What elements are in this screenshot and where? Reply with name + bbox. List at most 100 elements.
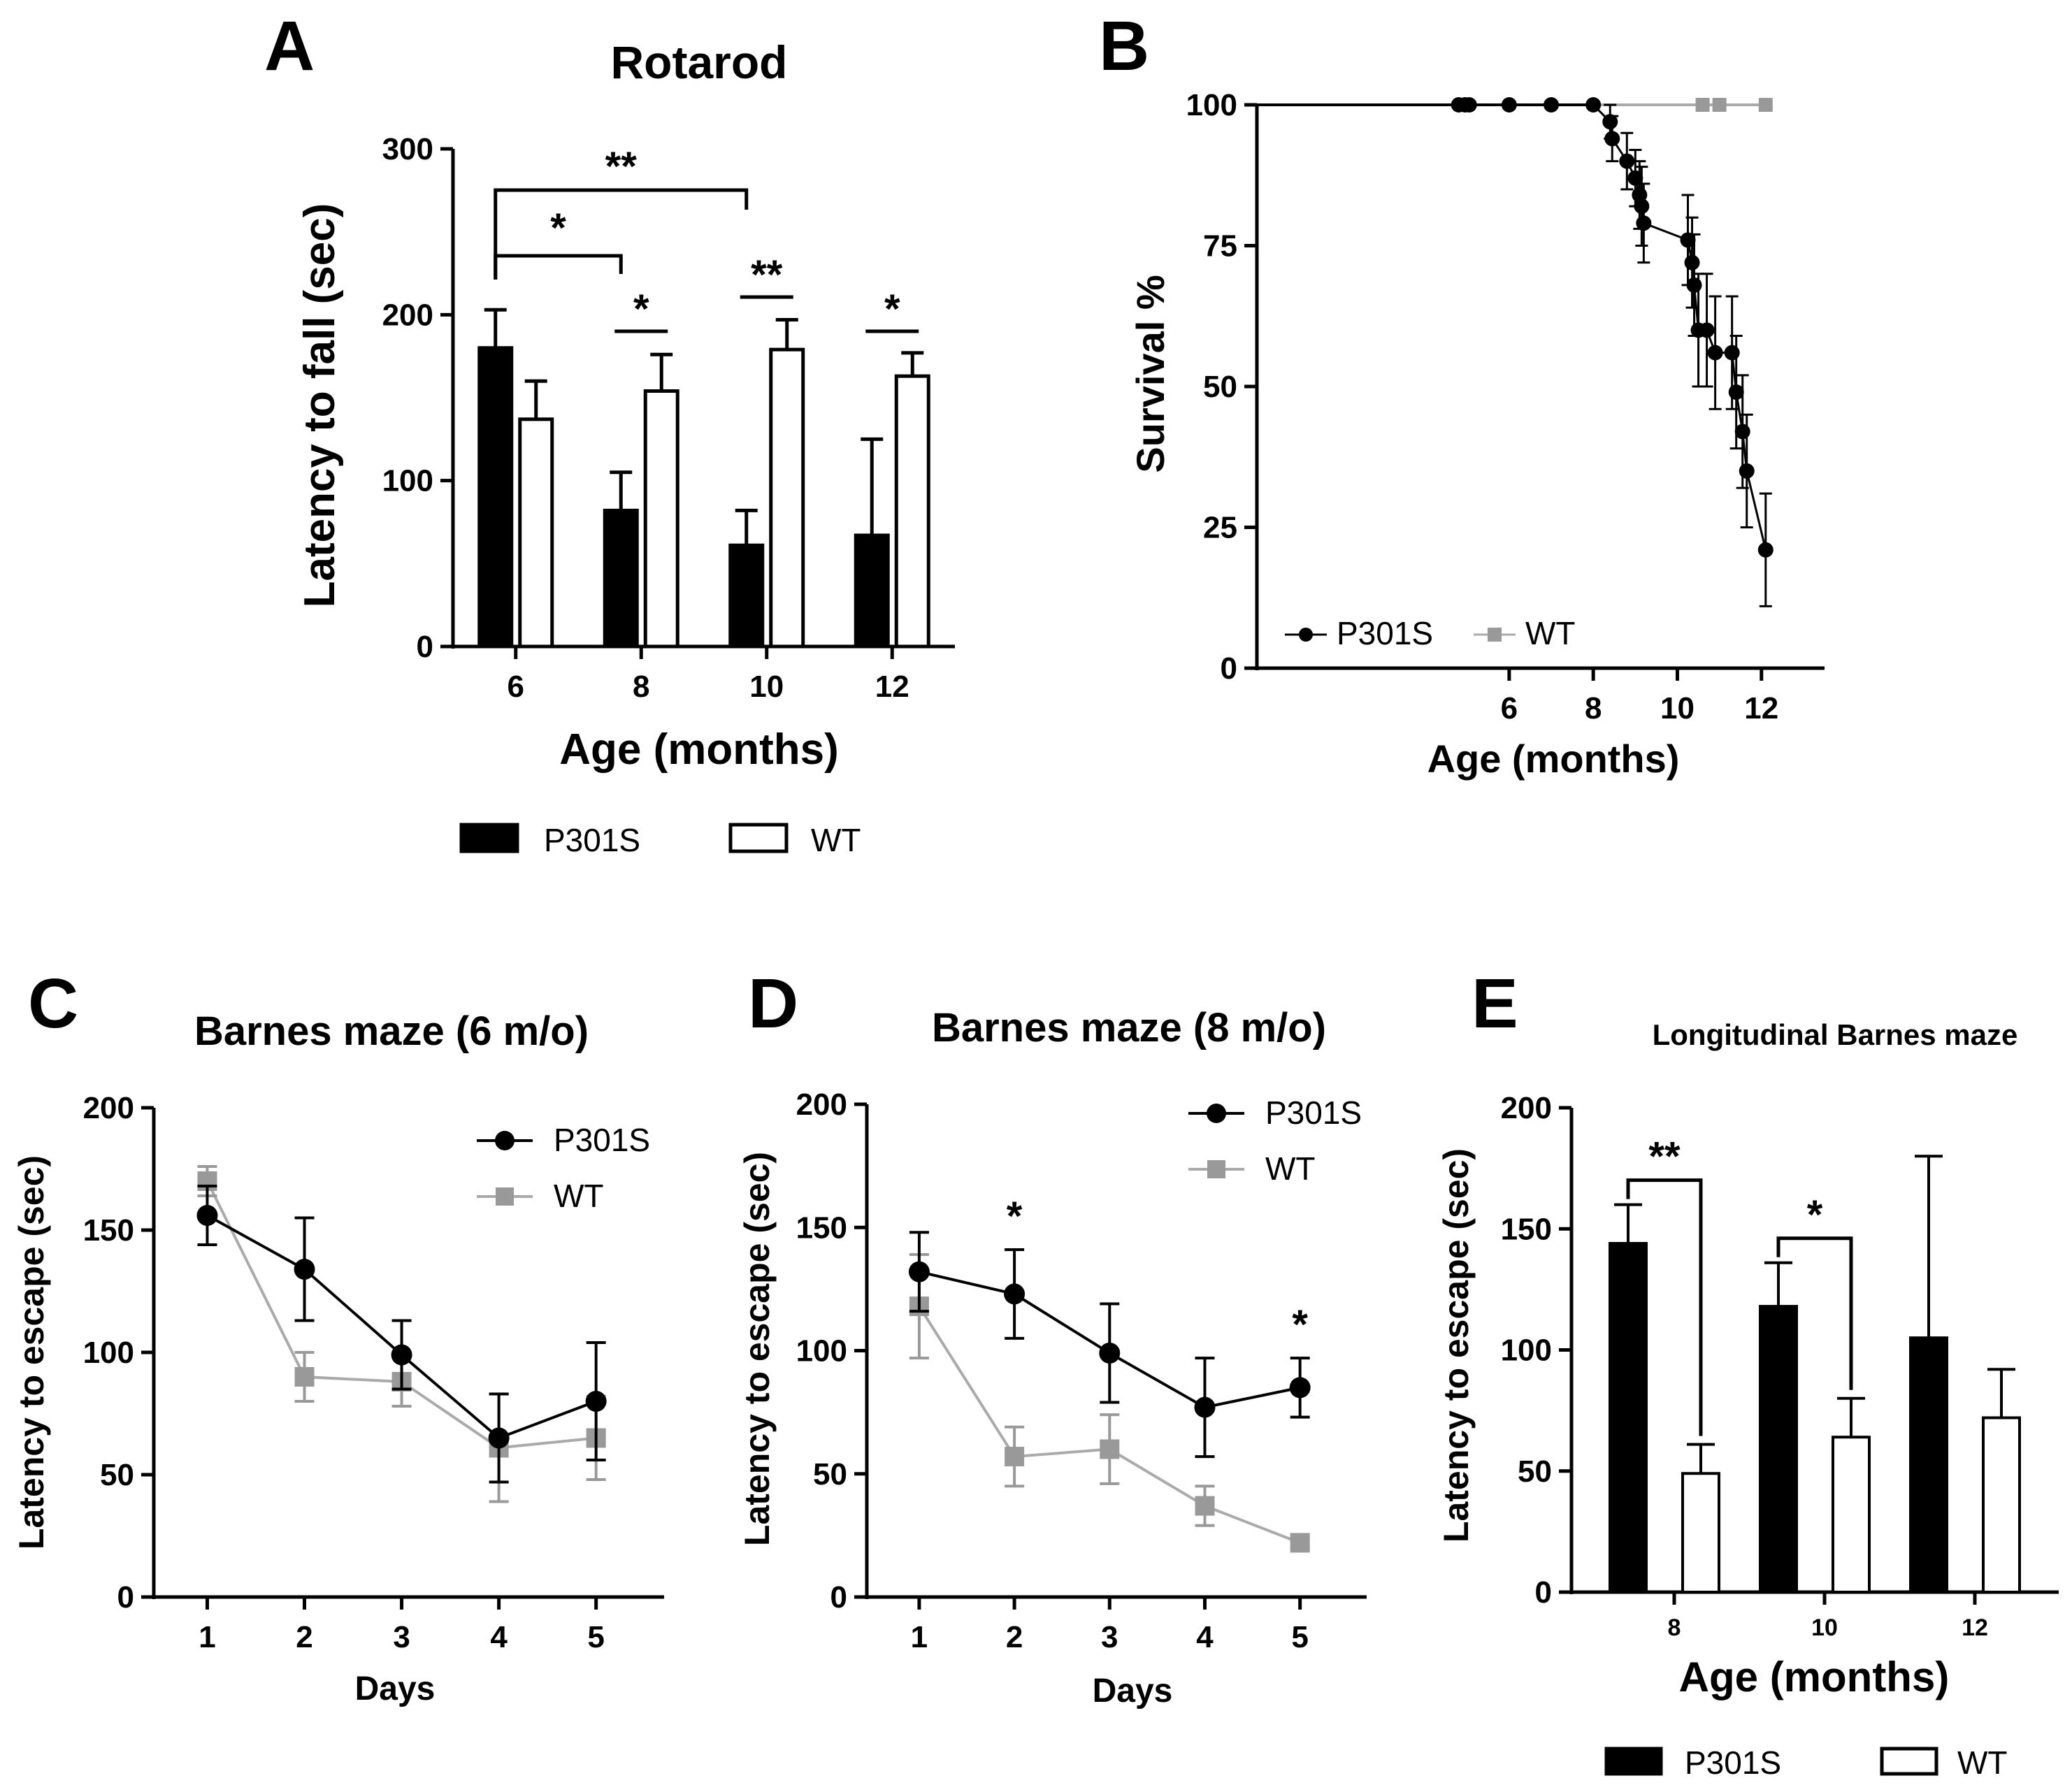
panel-d-x-tick-label: 1 <box>911 1620 928 1654</box>
panel-b-point-p301s <box>1619 153 1635 169</box>
panel-a-y-axis-label: Latency to fall (sec) <box>296 203 344 608</box>
panel-b-legend-label-wt: WT <box>1525 615 1576 651</box>
panel-d-significance-label: * <box>1292 1302 1308 1347</box>
panel-d-point-wt <box>1195 1496 1215 1516</box>
panel-c-legend-label-wt: WT <box>554 1178 604 1214</box>
panel-d-y-axis-label: Latency to escape (sec) <box>738 1152 777 1546</box>
panel-b-point-p301s <box>1501 97 1517 113</box>
panel-b-point-p301s <box>1734 424 1750 440</box>
panel-a-significance-bracket <box>494 188 749 280</box>
panel-d-legend-label-p301s: P301S <box>1265 1094 1362 1131</box>
panel-d-x-tick-label: 4 <box>1196 1620 1214 1654</box>
panel-e-significance-bracket <box>1776 1236 1853 1390</box>
panel-c-title: Barnes maze (6 m/o) <box>194 1009 589 1054</box>
panel-e-legend-label-p301s: P301S <box>1685 1744 1781 1781</box>
panel-c-point-wt <box>294 1367 315 1387</box>
panel-a-rotarod: Rotarod Latency to fall (sec) Age (month… <box>296 36 955 858</box>
panel-a-significance-label: ** <box>751 252 783 298</box>
panel-e-x-tick-label: 10 <box>1811 1614 1838 1641</box>
panel-e-title: Longitudinal Barnes maze <box>1653 1018 2018 1051</box>
panel-c-point-p301s <box>488 1427 510 1449</box>
panel-c-legend-marker-p301s <box>495 1131 515 1150</box>
panel-c-point-p301s <box>391 1344 412 1366</box>
panel-b-point-p301s <box>1544 97 1560 113</box>
panel-d-significance-label: * <box>1007 1194 1023 1239</box>
panel-b-point-wt <box>1712 98 1727 112</box>
panel-a-y-tick-label: 100 <box>382 464 433 498</box>
panel-d-point-p301s <box>1099 1343 1121 1364</box>
panel-c-legend-marker-wt <box>496 1187 514 1206</box>
panel-e-x-axis-label: Age (months) <box>1679 1654 1950 1700</box>
panel-d-legend-label-wt: WT <box>1265 1150 1316 1187</box>
panel-d-title: Barnes maze (8 m/o) <box>932 1005 1326 1050</box>
panel-a-legend-swatch-wt <box>728 823 789 853</box>
panel-c-point-p301s <box>585 1391 607 1412</box>
panel-e-legend: P301S WT <box>1604 1744 2008 1781</box>
panel-e-longitudinal: Longitudinal Barnes maze Latency to esca… <box>1437 1018 2059 1781</box>
panel-a-significance-bracket <box>494 254 623 280</box>
panel-e-bar-p301s <box>1609 1242 1648 1594</box>
panel-e-bar-wt <box>1681 1472 1720 1594</box>
panel-b-series-line-p301s <box>1592 103 1767 551</box>
panel-b-point-p301s <box>1684 254 1700 270</box>
panel-c-point-p301s <box>294 1259 315 1280</box>
panel-a-bar-wt <box>769 347 805 649</box>
panel-d-y-tick-label: 200 <box>796 1088 847 1122</box>
panel-d-point-p301s <box>1194 1396 1216 1418</box>
panel-b-point-p301s <box>1757 542 1774 558</box>
panel-a-x-tick-label: 6 <box>508 670 524 704</box>
panel-a-significance-label: ** <box>605 144 638 189</box>
panel-a-x-tick-label: 8 <box>633 670 649 704</box>
panel-a-bar-p301s <box>477 346 514 649</box>
panel-b-y-axis-label: Survival % <box>1128 275 1172 472</box>
panel-c-y-tick-label: 0 <box>117 1580 134 1614</box>
panel-b-x-axis-label: Age (months) <box>1427 737 1680 781</box>
panel-e-bar-wt <box>1832 1436 1871 1594</box>
panel-d-x-tick-label: 2 <box>1006 1620 1023 1654</box>
panel-b-point-p301s <box>1585 97 1602 113</box>
panel-c-series-line-wt <box>206 1180 596 1450</box>
panel-d-x-tick-label: 3 <box>1101 1620 1118 1654</box>
panel-b-point-p301s <box>1739 463 1755 479</box>
panel-e-y-tick-label: 100 <box>1501 1334 1552 1368</box>
panel-e-y-tick-label: 50 <box>1518 1454 1552 1489</box>
panel-e-significance-label: ** <box>1648 1134 1681 1180</box>
panel-d-point-p301s <box>1289 1377 1311 1399</box>
panel-e-bar-wt <box>1982 1416 2021 1594</box>
panel-d-point-wt <box>1005 1447 1025 1467</box>
panel-b-point-p301s <box>1636 215 1652 231</box>
panel-letter-c: C <box>28 964 78 1043</box>
panel-d-y-tick-label: 50 <box>813 1457 847 1491</box>
panel-c-x-axis-label: Days <box>355 1670 436 1707</box>
panel-a-legend: P301S WT <box>459 822 861 858</box>
panel-e-bar-p301s <box>1759 1305 1798 1594</box>
panel-b-x-tick-label: 8 <box>1585 691 1602 725</box>
panel-a-x-tick-label: 10 <box>749 670 784 704</box>
panel-e-x-tick-label: 8 <box>1668 1614 1681 1641</box>
panel-e-legend-swatch-p301s <box>1604 1747 1663 1776</box>
panel-letter-a: A <box>264 7 315 85</box>
panel-c-x-tick-label: 4 <box>490 1620 508 1654</box>
panel-c-y-tick-label: 50 <box>100 1458 134 1492</box>
panel-e-significance-label: * <box>1807 1192 1823 1238</box>
panel-e-y-axis-label: Latency to escape (sec) <box>1437 1148 1476 1542</box>
panel-a-bar-p301s <box>854 533 890 649</box>
panel-c-barnes-6mo: Barnes maze (6 m/o) Latency to escape (s… <box>12 1009 664 1707</box>
panel-c-x-tick-label: 5 <box>587 1620 604 1654</box>
panel-a-title: Rotarod <box>611 36 788 88</box>
panel-b-point-wt <box>1758 98 1773 112</box>
panel-c-point-p301s <box>196 1205 218 1226</box>
panel-a-x-axis-label: Age (months) <box>559 725 839 774</box>
panel-b-x-tick-label: 10 <box>1660 691 1695 725</box>
panel-a-bar-wt <box>643 389 679 649</box>
panel-d-point-p301s <box>908 1261 930 1282</box>
panel-d-y-tick-label: 0 <box>830 1580 847 1614</box>
panel-e-y-tick-label: 200 <box>1501 1091 1552 1125</box>
panel-e-y-tick-label: 150 <box>1501 1212 1552 1246</box>
panel-a-significance-label: * <box>633 287 649 332</box>
panel-b-point-p301s <box>1707 345 1723 361</box>
panel-a-bar-wt <box>894 374 930 649</box>
panel-a-legend-swatch-p301s <box>459 823 519 853</box>
panel-b-y-tick-label: 50 <box>1203 370 1237 404</box>
panel-d-point-wt <box>1290 1533 1310 1553</box>
